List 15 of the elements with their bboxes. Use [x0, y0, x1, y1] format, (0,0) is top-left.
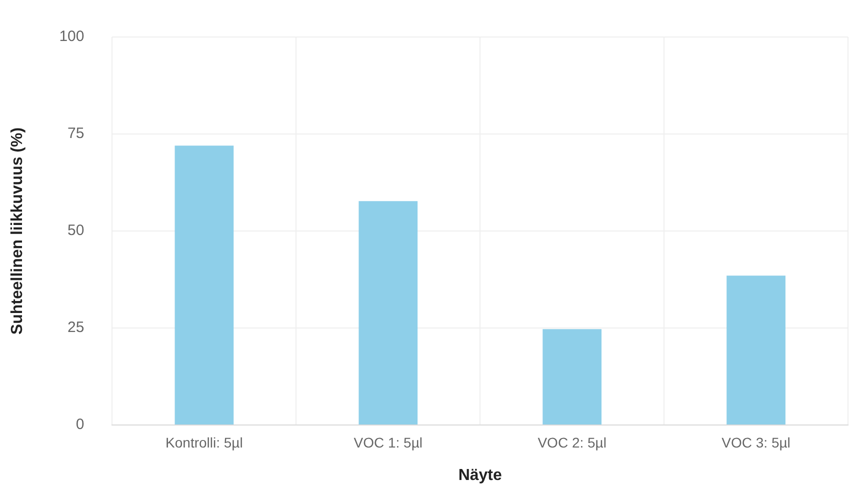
- x-tick-label: Kontrolli: 5µl: [166, 434, 243, 450]
- y-tick-label: 0: [76, 416, 84, 434]
- y-tick-label: 50: [68, 222, 84, 240]
- bar: [726, 276, 786, 424]
- bar: [174, 146, 234, 424]
- x-tick-label: VOC 2: 5µl: [538, 434, 606, 450]
- y-tick-label: 25: [68, 319, 84, 336]
- bar: [542, 329, 602, 424]
- bar: [358, 201, 418, 424]
- y-tick-label: 75: [68, 125, 84, 142]
- x-tick-label: VOC 3: 5µl: [722, 434, 790, 450]
- y-axis-title: Suhteellinen liikkuvuus (%): [9, 127, 26, 335]
- x-axis-title: Näyte: [458, 466, 502, 484]
- y-tick-label: 100: [59, 28, 84, 46]
- x-tick-label: VOC 1: 5µl: [354, 434, 423, 450]
